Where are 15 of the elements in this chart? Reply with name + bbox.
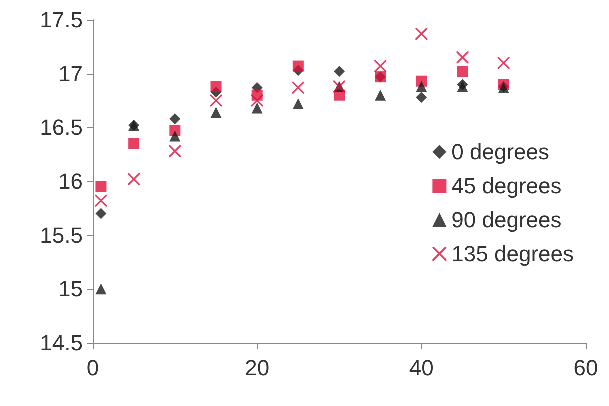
legend-label: 135 degrees (452, 242, 574, 266)
legend-label: 0 degrees (452, 140, 550, 164)
y-tick-label: 16.5 (40, 115, 83, 140)
y-tick-label: 14.5 (40, 330, 83, 356)
x-tick-label: 0 (86, 356, 100, 380)
y-tick-label: 17.5 (40, 8, 83, 32)
y-tick-label: 16 (58, 169, 83, 194)
legend-label: 45 degrees (452, 174, 562, 198)
x-tick-label: 20 (245, 356, 270, 380)
y-tick-label: 15 (58, 276, 83, 302)
x-tick-label: 60 (574, 356, 598, 380)
y-tick-label: 15.5 (40, 222, 83, 248)
legend-label: 90 degrees (452, 208, 562, 232)
y-tick-label: 17 (58, 61, 83, 86)
x-tick-label: 40 (409, 356, 434, 380)
